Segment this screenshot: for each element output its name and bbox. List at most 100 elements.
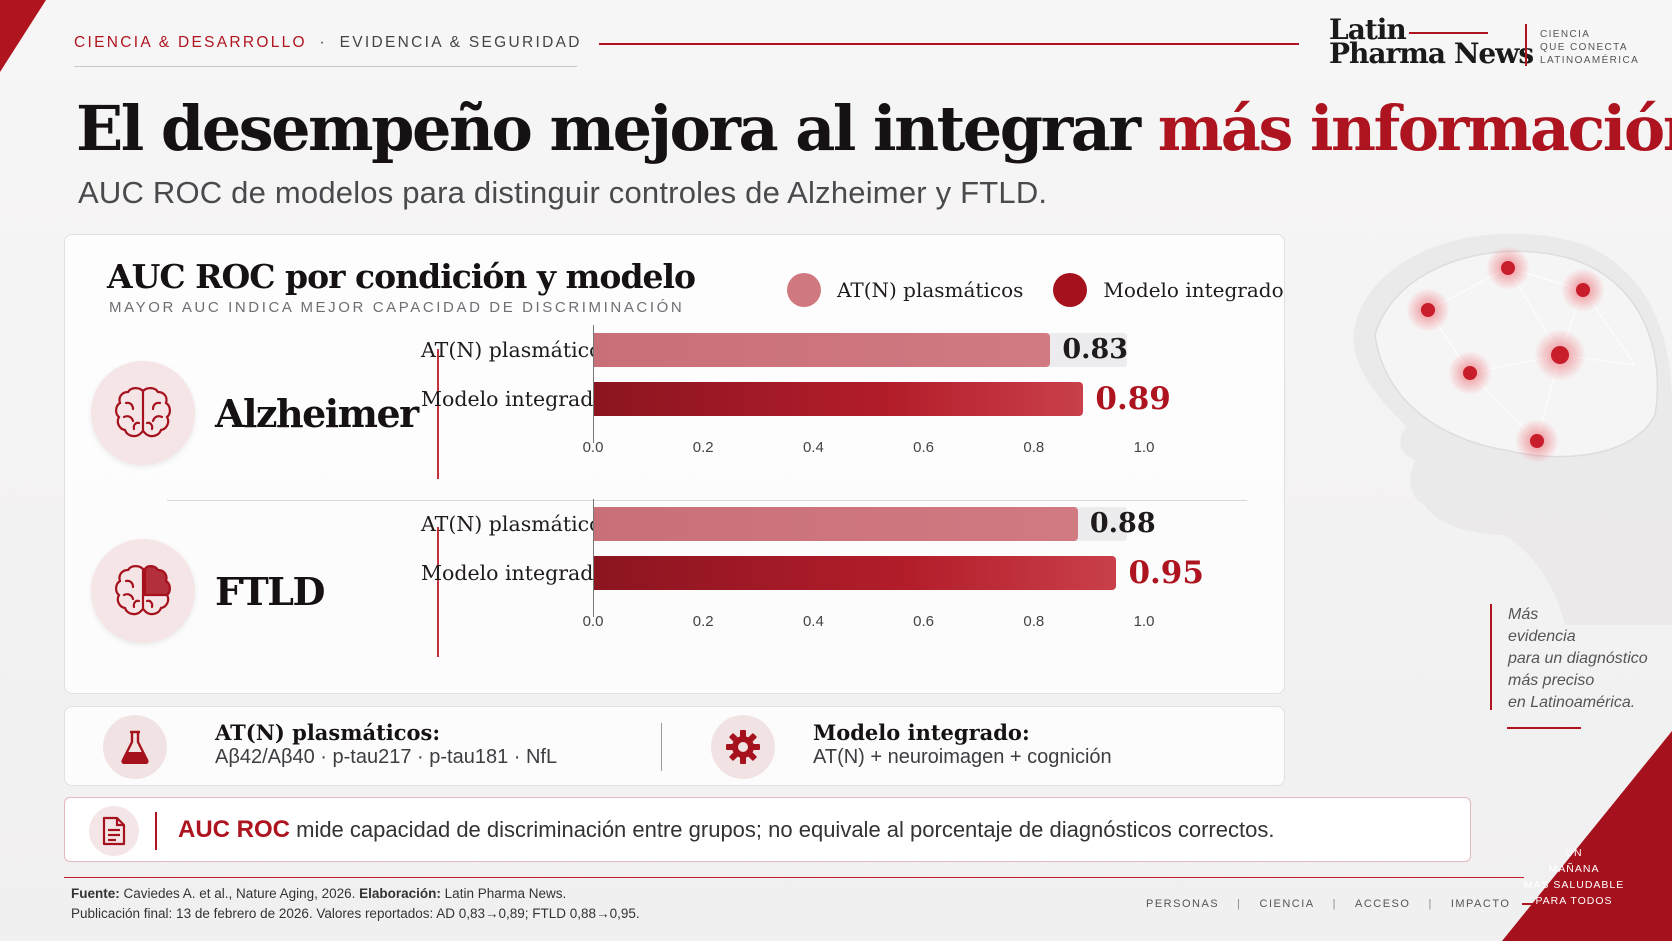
x-tick-label: 0.0	[582, 439, 604, 456]
note-accent-bar	[155, 812, 157, 850]
logo-tag-line: CIENCIA	[1540, 29, 1591, 40]
bar-row-label: AT(N) plasmáticos	[421, 512, 613, 536]
kicker-primary: CIENCIA & DESARROLLO	[74, 34, 307, 51]
kicker-secondary: EVIDENCIA & SEGURIDAD	[339, 34, 582, 51]
group-label: FTLD	[215, 569, 325, 614]
source-text: Caviedes A. et al., Nature Aging, 2026.	[119, 886, 360, 901]
definitions-card: AT(N) plasmáticos: Aβ42/Aβ40 · p-tau217 …	[64, 706, 1285, 786]
logo-tag-line: LATINOAMÉRICA	[1540, 55, 1640, 66]
corner-tagline-line: UN	[1565, 847, 1583, 859]
x-tick-label: 1.0	[1133, 439, 1155, 456]
source-credit: Fuente: Caviedes A. et al., Nature Aging…	[71, 884, 640, 924]
flask-icon	[103, 715, 167, 779]
bar-row-label: AT(N) plasmáticos	[421, 338, 613, 362]
bar	[593, 333, 1051, 367]
chart-subtitle: MAYOR AUC INDICA MEJOR CAPACIDAD DE DISC…	[109, 299, 685, 316]
data-label: 0.95	[1128, 555, 1204, 591]
side-quote-line: para un diagnóstico	[1508, 650, 1648, 667]
integrated-definition-title: Modelo integrado:	[813, 720, 1030, 745]
legend-swatch-atn	[787, 273, 821, 307]
footer-nav-separator: |	[1237, 898, 1242, 910]
corner-tagline-line: MÁS SALUDABLE	[1523, 879, 1625, 891]
brain-head-illustration	[1353, 233, 1672, 625]
corner-tagline-line: PARA TODOS	[1535, 895, 1613, 907]
atn-definition-title: AT(N) plasmáticos:	[215, 720, 441, 745]
footer-nav-item: PERSONAS	[1146, 898, 1220, 910]
footer-nav-item: ACCESO	[1354, 898, 1411, 910]
side-quote: Más evidencia para un diagnóstico más pr…	[1490, 604, 1665, 711]
x-tick-label: 1.0	[1133, 613, 1155, 630]
y-axis-line	[593, 325, 594, 443]
x-tick-label: 0.2	[692, 439, 714, 456]
corner-decoration	[0, 0, 46, 72]
x-tick-label: 0.4	[802, 613, 824, 630]
brain-frontal-icon	[91, 539, 195, 643]
side-quote-rule	[1507, 727, 1581, 729]
data-label: 0.89	[1095, 381, 1171, 417]
group-divider	[437, 349, 439, 479]
corner-tagline: UN MAÑANA MÁS SALUDABLE PARA TODOS	[1494, 845, 1654, 909]
group-label: Alzheimer	[215, 391, 419, 436]
kicker-separator: ·	[319, 34, 327, 51]
headline: El desempeño mejora al integrar más info…	[76, 92, 1672, 165]
group-divider	[437, 527, 439, 657]
chart-title: AUC ROC por condición y modelo	[107, 257, 696, 296]
brand-logo: Latin Pharma News	[1329, 16, 1534, 70]
definitions-divider	[661, 723, 662, 771]
kicker: CIENCIA & DESARROLLO · EVIDENCIA & SEGUR…	[74, 34, 582, 52]
x-tick-label: 0.8	[1023, 439, 1045, 456]
data-label: 0.88	[1089, 508, 1156, 539]
x-tick-label: 0.0	[582, 613, 604, 630]
logo-tag-line: QUE CONECTA	[1540, 42, 1628, 53]
source-label: Fuente:	[71, 886, 120, 901]
top-bar: CIENCIA & DESARROLLO · EVIDENCIA & SEGUR…	[74, 16, 1642, 70]
document-icon	[89, 806, 139, 856]
footer-nav-item: CIENCIA	[1259, 898, 1315, 910]
logo-tagline: CIENCIA QUE CONECTA LATINOAMÉRICA	[1540, 28, 1639, 67]
note-body: mide capacidad de discriminación entre g…	[290, 817, 1275, 842]
group-alzheimer: Alzheimer	[91, 349, 1271, 521]
x-tick-label: 0.6	[913, 613, 935, 630]
gear-icon	[711, 715, 775, 779]
legend-item-atn: AT(N) plasmáticos	[787, 273, 1023, 307]
logo-line2: Pharma News	[1329, 37, 1534, 70]
side-quote-line: Más	[1508, 606, 1539, 623]
headline-main: El desempeño mejora al integrar	[76, 92, 1158, 165]
legend-label: AT(N) plasmáticos	[837, 278, 1024, 302]
group-separator	[167, 500, 1247, 501]
logo-line1: Latin	[1329, 16, 1533, 44]
chart-legend: AT(N) plasmáticos Modelo integrado	[787, 273, 1314, 307]
x-tick-label: 0.4	[802, 439, 824, 456]
side-quote-line: en Latinoamérica.	[1508, 694, 1636, 711]
bar	[593, 507, 1078, 541]
subheadline: AUC ROC de modelos para distinguir contr…	[78, 175, 1048, 210]
data-label: 0.83	[1062, 334, 1129, 365]
bar-row-label: Modelo integrado	[421, 561, 606, 585]
x-tick-label: 0.6	[913, 439, 935, 456]
integrated-definition-text: AT(N) + neuroimagen + cognición	[813, 746, 1112, 768]
footer-nav-separator: |	[1332, 898, 1337, 910]
side-quote-line: evidencia	[1508, 628, 1576, 645]
legend-swatch-integrated	[1053, 273, 1088, 307]
brain-icon	[91, 361, 195, 465]
note-strong: AUC ROC	[178, 816, 290, 843]
footer-nav-separator: |	[1428, 898, 1433, 910]
corner-tagline-line: MAÑANA	[1548, 863, 1600, 875]
side-quote-line: más preciso	[1508, 672, 1595, 689]
legend-item-integrated: Modelo integrado	[1053, 273, 1284, 307]
source-line: Fuente: Caviedes A. et al., Nature Aging…	[71, 884, 640, 904]
corner-decoration	[1502, 731, 1672, 941]
note-text: AUC ROC mide capacidad de discriminación…	[178, 816, 1274, 844]
top-rule	[599, 43, 1299, 45]
footer-nav-item: IMPACTO	[1450, 898, 1511, 910]
group-ftld: FTLD	[91, 527, 1271, 699]
x-tick-label: 0.2	[692, 613, 714, 630]
elaboration-label: Elaboración:	[359, 886, 441, 901]
kicker-underline	[74, 66, 577, 67]
bar-row-label: Modelo integrado	[421, 387, 606, 411]
elaboration-text: Latin Pharma News.	[440, 886, 567, 901]
logo-divider	[1525, 24, 1527, 66]
y-axis-line	[593, 499, 594, 617]
publication-line: Publicación final: 13 de febrero de 2026…	[71, 906, 640, 921]
legend-label: Modelo integrado	[1103, 278, 1284, 302]
